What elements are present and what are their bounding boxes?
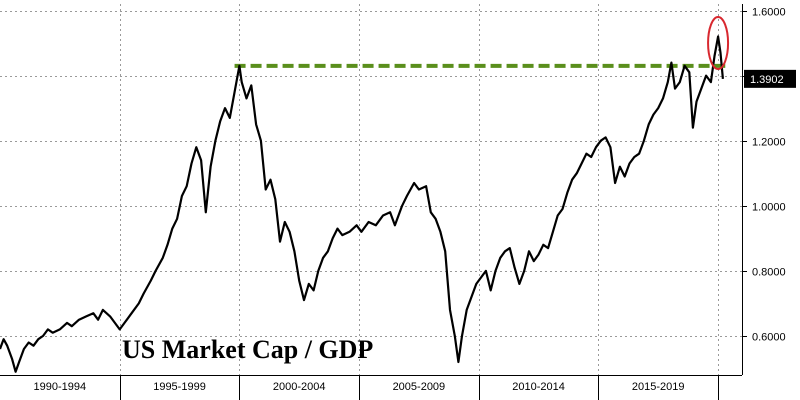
axes xyxy=(0,4,747,400)
y-tick-label: 0.8000 xyxy=(752,267,786,279)
chart-title: US Market Cap / GDP xyxy=(122,335,373,364)
highlight-circle xyxy=(707,16,730,71)
last-value-box xyxy=(744,69,796,88)
y-tick-label: 1.0000 xyxy=(752,202,786,214)
y-tick-label: 1.2000 xyxy=(752,137,786,149)
x-tick-label: 2005-2009 xyxy=(393,381,446,393)
x-tick-label: 1995-1999 xyxy=(153,381,206,393)
x-tick-label: 2010-2014 xyxy=(512,381,565,393)
x-tick-label: 1990-1994 xyxy=(34,381,87,393)
series-line xyxy=(0,35,724,373)
x-tick-labels: 1990-1994 1995-1999 2000-2004 2005-2009 2010… xyxy=(34,381,685,393)
y-tick-label: 0.6000 xyxy=(752,332,786,344)
x-tick-label: 2015-2019 xyxy=(632,381,685,393)
last-value-label: 1.3902 xyxy=(750,74,784,86)
x-tick-label: 2000-2004 xyxy=(273,381,326,393)
series-layer xyxy=(0,35,724,373)
highlight-layer xyxy=(707,16,730,71)
last-value-badge: 1.3902 xyxy=(744,69,796,88)
y-tick-label: 1.6000 xyxy=(752,7,786,19)
